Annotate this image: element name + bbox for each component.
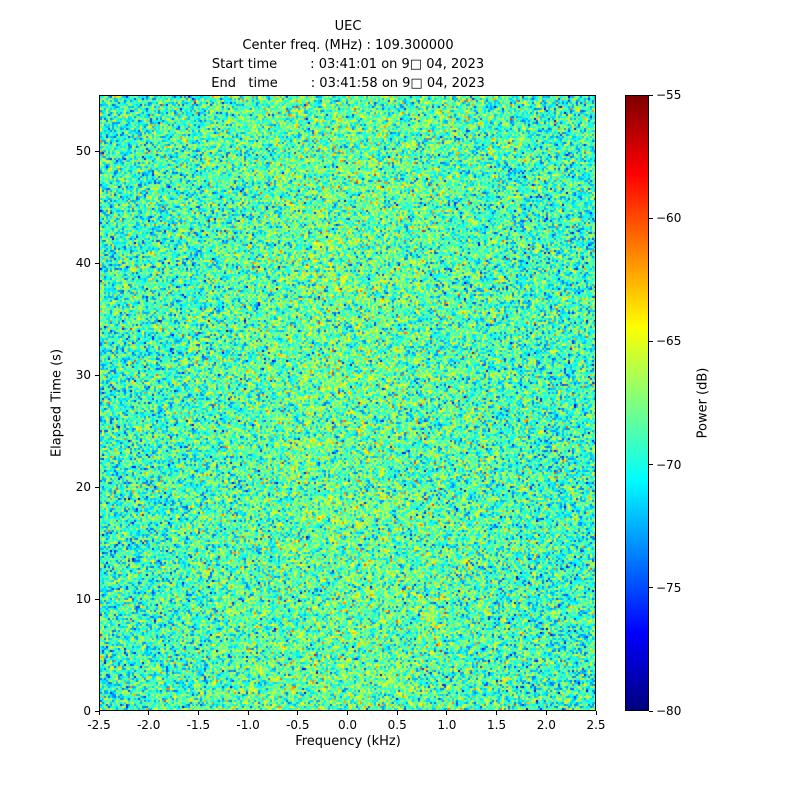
y-tick-mark [95, 598, 99, 600]
x-tick-label: -2.0 [136, 718, 161, 732]
y-tick-mark [95, 710, 99, 712]
plot-title: UEC [334, 19, 362, 34]
x-tick-label: -1.5 [186, 718, 211, 732]
x-tick-label: -2.5 [87, 718, 111, 732]
x-tick-mark [496, 711, 498, 715]
colorbar [625, 95, 649, 711]
x-tick-mark [545, 711, 547, 715]
x-tick-mark [247, 711, 249, 715]
colorbar-tick-label: −70 [656, 457, 682, 472]
y-tick-label: 50 [75, 144, 91, 158]
colorbar-tick-mark [649, 94, 653, 96]
x-tick-label: 0.5 [387, 718, 407, 732]
y-tick-label: 40 [75, 256, 91, 270]
x-tick-mark [396, 711, 398, 715]
y-tick-mark [95, 150, 99, 152]
colorbar-tick-label: −55 [656, 88, 682, 102]
x-tick-label: 1.5 [487, 718, 507, 732]
x-axis-label: Frequency (kHz) [295, 734, 401, 749]
x-tick-mark [297, 711, 299, 715]
colorbar-label: Power (dB) [695, 367, 711, 439]
y-tick-mark [95, 374, 99, 376]
subtitle-center-freq: Center freq. (MHz) : 109.300000 [242, 38, 454, 53]
x-tick-label: -1.0 [236, 718, 260, 732]
colorbar-tick-label: −60 [656, 211, 682, 226]
y-tick-label: 10 [75, 592, 91, 606]
subtitle-start-time: Start time : 03:41:01 on 9□ 04, 2023 [211, 57, 485, 72]
plot-header: UEC Center freq. (MHz) : 109.300000 Star… [99, 17, 597, 93]
y-tick-mark [95, 486, 99, 488]
x-tick-mark [197, 711, 199, 715]
x-tick-label: 2.5 [586, 718, 606, 732]
x-tick-mark [98, 711, 100, 715]
x-tick-mark [595, 711, 597, 715]
x-tick-label: 1.0 [437, 718, 457, 732]
colorbar-tick-label: −75 [656, 580, 682, 595]
y-tick-label: 0 [83, 704, 91, 718]
y-tick-mark [95, 262, 99, 264]
heatmap-plot [99, 95, 596, 711]
colorbar-tick-mark [649, 587, 653, 589]
heatmap-canvas [100, 96, 595, 710]
x-tick-mark [148, 711, 150, 715]
x-tick-mark [347, 711, 348, 715]
colorbar-tick-label: −80 [656, 704, 682, 718]
x-tick-mark [446, 711, 448, 715]
subtitle-end-time: End time : 03:41:58 on 9□ 04, 2023 [211, 76, 485, 91]
y-axis-label: Elapsed Time (s) [49, 348, 65, 458]
colorbar-tick-mark [649, 710, 653, 712]
colorbar-tick-mark [649, 217, 653, 219]
y-tick-label: 20 [75, 480, 91, 494]
colorbar-tick-mark [649, 464, 653, 466]
x-tick-label: -0.5 [286, 718, 310, 732]
colorbar-tick-label: −65 [656, 334, 682, 349]
y-tick-label: 30 [75, 368, 91, 382]
x-tick-label: 0.0 [337, 718, 358, 732]
x-tick-label: 2.0 [536, 718, 556, 732]
colorbar-tick-mark [649, 340, 653, 342]
colorbar-canvas [626, 96, 648, 710]
